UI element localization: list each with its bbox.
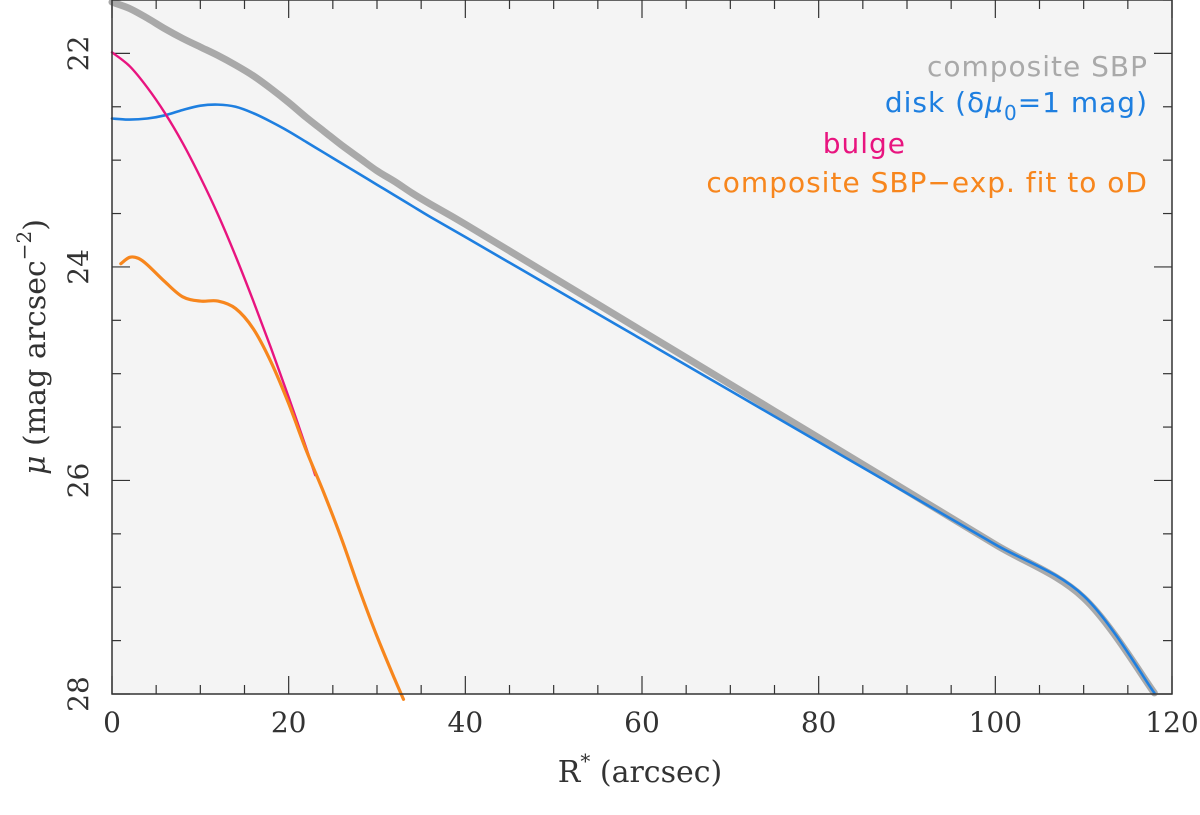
- y-tick-label: 26: [62, 463, 95, 499]
- x-tick-label: 120: [1145, 706, 1198, 739]
- x-tick-label: 80: [801, 706, 837, 739]
- x-tick-label: 20: [271, 706, 307, 739]
- x-axis-title: R* (arcsec): [558, 749, 723, 790]
- series-line-disk: [110, 103, 1156, 695]
- y-tick-label: 28: [62, 676, 95, 712]
- legend-entry-composite: composite SBP: [927, 50, 1148, 83]
- series-layer: [108, 0, 1158, 701]
- legend-entry-disk: disk (δμ0=1 mag): [885, 86, 1148, 125]
- x-tick-label: 60: [624, 706, 660, 739]
- plot-background: [112, 0, 1172, 694]
- y-tick-label: 24: [62, 249, 95, 285]
- x-tick-label: 100: [969, 706, 1022, 739]
- x-tick-label: 0: [103, 706, 121, 739]
- x-tick-label: 40: [448, 706, 484, 739]
- y-tick-label: 22: [62, 36, 95, 72]
- legend: composite SBP disk (δμ0=1 mag) bulge com…: [706, 50, 1148, 199]
- series-line-residual: [119, 255, 406, 701]
- legend-entry-residual: composite SBP−exp. fit to oD: [706, 166, 1148, 199]
- plot-frame: [111, 0, 1173, 695]
- series-line-composite: [108, 0, 1158, 697]
- labels-layer: 0 20 40 60 80 100 120 22 24 26 28: [62, 36, 1199, 739]
- y-axis-title: μ (mag arcsec−2): [12, 219, 53, 475]
- legend-entry-bulge: bulge: [823, 127, 906, 160]
- ticks-layer: [111, 0, 1173, 695]
- series-line-bulge: [110, 51, 317, 477]
